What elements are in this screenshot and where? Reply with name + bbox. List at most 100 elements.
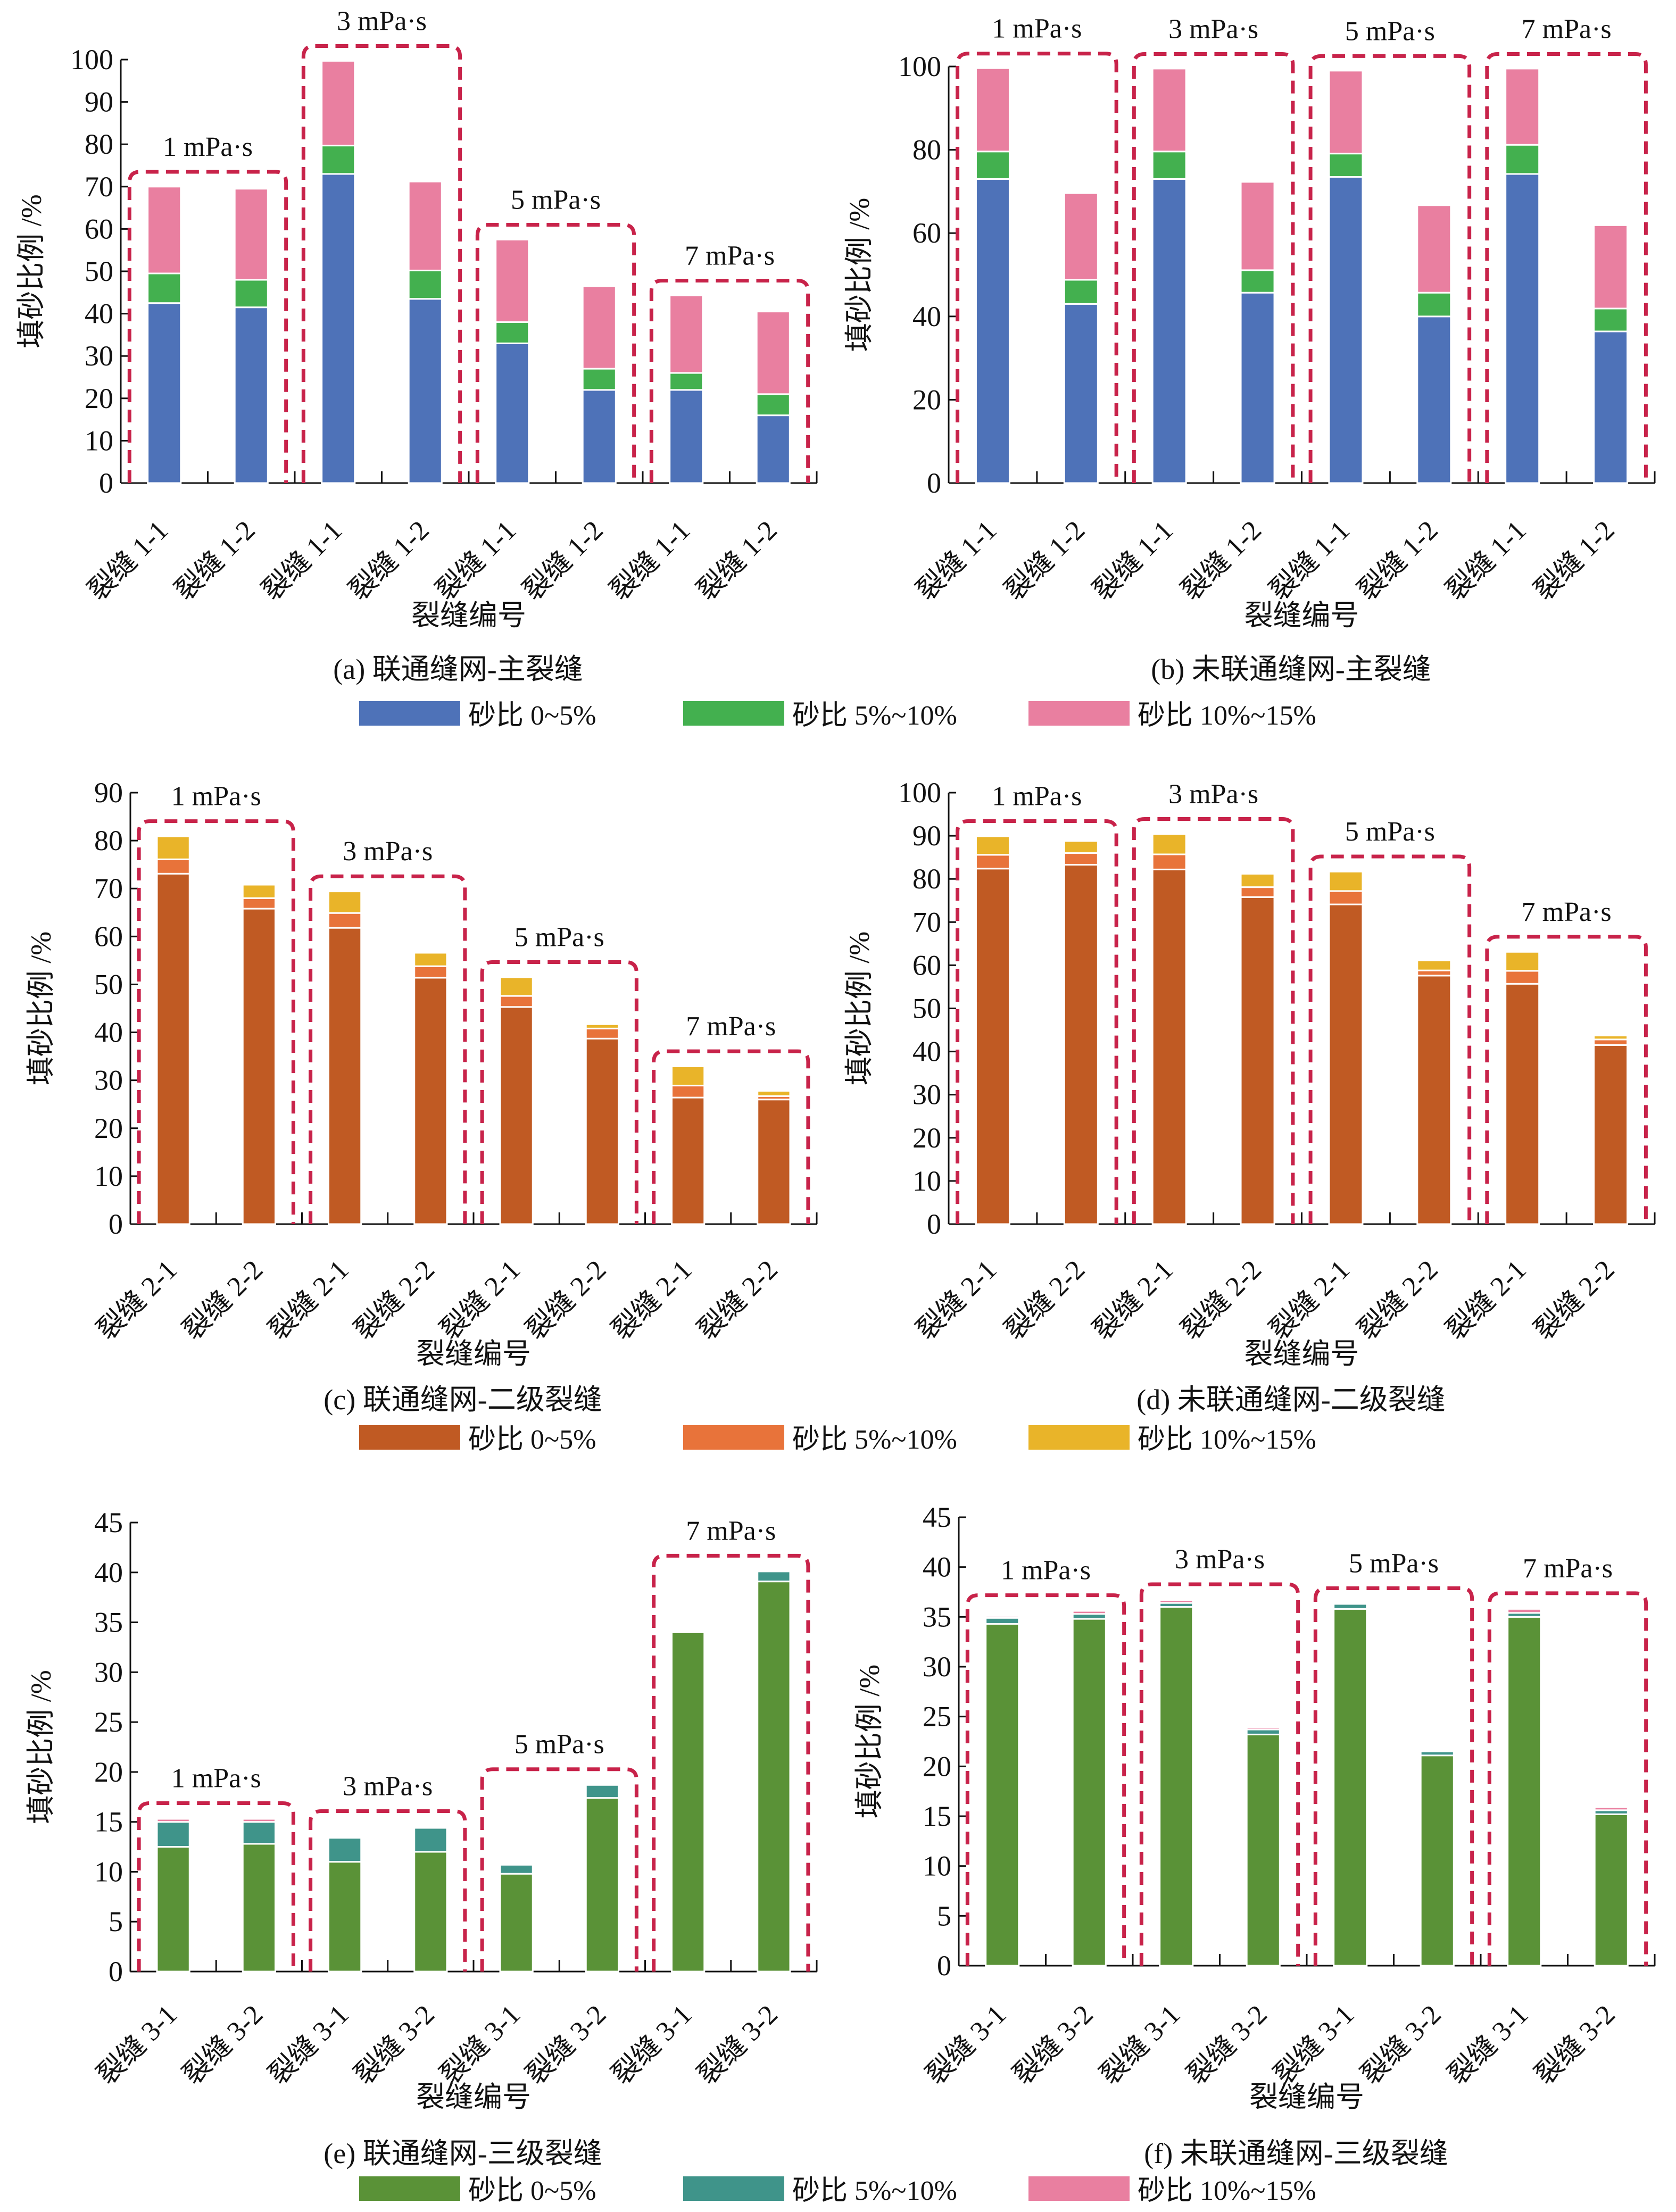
bar-segment-series2 xyxy=(499,1864,534,1875)
legend-swatch xyxy=(683,1425,784,1450)
group-label: 3 mPa·s xyxy=(343,836,433,867)
group-outline xyxy=(475,222,636,483)
y-tick-label: 70 xyxy=(85,171,113,203)
bar-segment-series1 xyxy=(1593,1044,1629,1225)
y-tick-label: 10 xyxy=(94,1856,123,1887)
group-outline xyxy=(652,1553,810,1972)
bar-segment-series2 xyxy=(147,272,182,304)
bar-segment-series3 xyxy=(757,1090,791,1097)
chart-caption: (d) 未联通缝网-二级裂缝 xyxy=(1136,1384,1445,1416)
bar-segment-series2 xyxy=(582,368,617,391)
y-tick-label: 10 xyxy=(94,1160,123,1192)
bar-segment-series1 xyxy=(495,342,530,484)
x-tick-label: 裂缝 2-2 xyxy=(1529,1254,1620,1346)
bar-segment-series1 xyxy=(1240,896,1275,1225)
bar-segment-series3 xyxy=(1151,68,1187,153)
y-tick-label: 90 xyxy=(85,86,113,118)
x-tick-label: 裂缝 1-2 xyxy=(999,515,1091,606)
bar-segment-series2 xyxy=(975,854,1010,870)
x-tick-label: 裂缝 1-2 xyxy=(692,515,783,606)
bar-segment-series3 xyxy=(1328,70,1364,155)
bar-segment-series2 xyxy=(975,151,1010,180)
bar-segment-series3 xyxy=(1593,224,1629,310)
y-tick-label: 40 xyxy=(94,1017,123,1049)
x-tick-label: 裂缝 2-2 xyxy=(520,1254,612,1346)
x-axis-title: 裂缝编号 xyxy=(1249,2081,1364,2113)
y-tick-label: 30 xyxy=(912,1079,941,1111)
x-tick-label: 裂缝 1-2 xyxy=(1176,515,1267,606)
bar-segment-series3 xyxy=(1416,959,1452,971)
y-tick-label: 100 xyxy=(70,44,113,76)
legend-label: 砂比 5%~10% xyxy=(792,701,957,731)
y-tick-label: 25 xyxy=(923,1701,951,1733)
bar-segment-series1 xyxy=(242,1843,277,1973)
bar-segment-series1 xyxy=(1507,1616,1542,1967)
bar-segment-series3 xyxy=(1328,870,1364,892)
x-axis-title: 裂缝编号 xyxy=(1244,600,1359,631)
bar-segment-series3 xyxy=(413,1826,448,1829)
y-tick-label: 15 xyxy=(923,1800,951,1832)
bar-segment-series1 xyxy=(669,389,704,484)
legend: 砂比 0~5% 砂比 5%~10% 砂比 10%~15% xyxy=(359,1425,1316,1455)
legend-label: 砂比 10%~15% xyxy=(1138,701,1316,731)
y-tick-label: 30 xyxy=(85,340,113,372)
group-label: 3 mPa·s xyxy=(1168,14,1258,45)
y-tick-label: 30 xyxy=(94,1656,123,1688)
y-tick-label: 35 xyxy=(94,1607,123,1639)
y-tick-label: 40 xyxy=(94,1557,123,1589)
legend-label: 砂比 5%~10% xyxy=(792,1425,957,1455)
group-outline xyxy=(480,960,638,1224)
bar-segment-series2 xyxy=(669,372,704,391)
y-tick-label: 40 xyxy=(85,298,113,330)
y-tick-label: 15 xyxy=(94,1806,123,1838)
legend-swatch xyxy=(359,701,460,726)
y-tick-label: 20 xyxy=(94,1112,123,1144)
group-outline xyxy=(652,1049,810,1224)
bar-segment-series1 xyxy=(585,1797,620,1973)
group-outline xyxy=(309,1809,467,1972)
bar-segment-series2 xyxy=(1593,1038,1629,1046)
group-label: 3 mPa·s xyxy=(337,6,427,37)
bar-segment-series3 xyxy=(670,1066,706,1087)
bar-segment-series2 xyxy=(321,145,356,175)
bar-segment-series2 xyxy=(1420,1750,1455,1757)
bar-segment-series3 xyxy=(242,884,277,899)
x-tick-label: 裂缝 1-1 xyxy=(1441,515,1532,606)
x-tick-label: 裂缝 3-1 xyxy=(92,1999,183,2091)
x-tick-label: 裂缝 3-1 xyxy=(263,1999,355,2091)
group-outline xyxy=(956,52,1118,483)
x-tick-label: 裂缝 3-2 xyxy=(520,1999,612,2091)
bar-segment-series1 xyxy=(1151,868,1187,1225)
x-tick-label: 裂缝 3-1 xyxy=(1094,1999,1186,2091)
y-tick-label: 40 xyxy=(912,301,941,332)
group-label: 5 mPa·s xyxy=(511,185,601,215)
x-tick-label: 裂缝 2-1 xyxy=(263,1254,355,1346)
y-tick-label: 50 xyxy=(912,993,941,1025)
bar-segment-series2 xyxy=(156,1821,190,1848)
x-tick-label: 裂缝 1-2 xyxy=(344,515,435,606)
bar-segment-series1 xyxy=(1328,176,1364,484)
y-tick-label: 45 xyxy=(94,1507,123,1539)
bar-segment-series2 xyxy=(1328,153,1364,178)
bar-segment-series2 xyxy=(242,897,277,910)
bar-segment-series1 xyxy=(670,1096,706,1225)
x-tick-label: 裂缝 2-1 xyxy=(1441,1254,1532,1346)
group-label: 5 mPa·s xyxy=(1345,16,1435,46)
legend: 砂比 0~5% 砂比 5%~10% 砂比 10%~15% xyxy=(359,701,1316,731)
y-axis-title: 填砂比例 /% xyxy=(25,932,57,1086)
y-tick-label: 50 xyxy=(94,968,123,1000)
group-label: 7 mPa·s xyxy=(685,241,775,271)
y-tick-label: 0 xyxy=(109,1208,123,1240)
bar-segment-series1 xyxy=(1505,983,1540,1225)
x-tick-label: 裂缝 3-2 xyxy=(177,1999,269,2091)
bar-segment-series1 xyxy=(1072,1618,1107,1967)
chart-caption: (a) 联通缝网-主裂缝 xyxy=(333,653,583,685)
bar-segment-series3 xyxy=(1246,1726,1281,1731)
y-tick-label: 30 xyxy=(923,1651,951,1683)
group-label: 7 mPa·s xyxy=(1522,897,1612,927)
x-tick-label: 裂缝 2-2 xyxy=(999,1254,1091,1346)
bar-segment-series1 xyxy=(1333,1608,1368,1967)
bar-segment-series1 xyxy=(1328,903,1364,1225)
